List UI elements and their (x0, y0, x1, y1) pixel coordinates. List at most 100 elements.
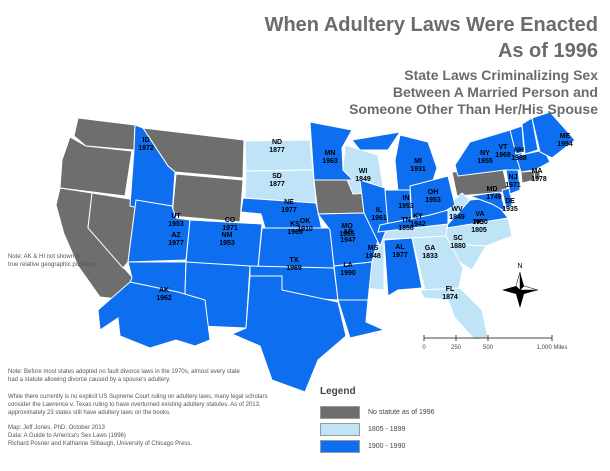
credits: Map: Jeff Jones, PhD, October 2013 Data:… (8, 425, 193, 447)
state-LA (337, 299, 386, 339)
svg-text:1931: 1931 (410, 166, 426, 173)
map-title-line1: When Adultery Laws Were Enacted (264, 14, 598, 36)
label-CO: CO (225, 217, 236, 224)
lawrence-note: While there currently is no explicit US … (8, 394, 268, 416)
state-VT (509, 125, 525, 155)
map-title-line2: As of 1996 (497, 40, 598, 62)
label-ID: ID (143, 137, 150, 144)
legend-item-late: 1900 - 1990 (320, 440, 405, 453)
scale-tick-500: 500 (483, 345, 494, 351)
subtitle-line2: Between A Married Person and (392, 84, 598, 100)
subtitle-line1: State Laws Criminalizing Sex (404, 67, 598, 83)
label-NJ: NJ (509, 174, 518, 181)
svg-text:1877: 1877 (269, 181, 285, 188)
svg-text:1950: 1950 (472, 219, 488, 226)
state-ID (129, 124, 176, 217)
state-WY (171, 173, 244, 223)
state-RI (533, 170, 541, 181)
svg-text:1961: 1961 (371, 215, 387, 222)
label-MO: MO (341, 223, 353, 230)
label-VA: VA (475, 211, 484, 218)
svg-text:1977: 1977 (392, 252, 408, 259)
label-LA: LA (343, 262, 352, 269)
label-GA: GA (425, 245, 436, 252)
state-AL (383, 237, 423, 297)
legend-swatch-early (320, 423, 360, 436)
legend-item-early: 1805 - 1899 (320, 423, 405, 436)
label-UT: UT (171, 213, 181, 220)
label-OH: OH (428, 189, 439, 196)
svg-text:1953: 1953 (425, 197, 441, 204)
label-WI: WI (359, 168, 368, 175)
scale-bar: 0 250 500 1,000 Miles (422, 335, 567, 351)
svg-text:1962: 1962 (156, 295, 172, 302)
svg-text:1910: 1910 (297, 226, 313, 233)
svg-text:1935: 1935 (502, 206, 518, 213)
svg-text:1969: 1969 (287, 229, 303, 236)
scale-tick-0: 0 (422, 345, 426, 351)
legend-swatch-late (320, 440, 360, 453)
label-MS: MS (368, 245, 379, 252)
svg-text:1988: 1988 (511, 155, 527, 162)
state-NH (521, 117, 539, 155)
label-MD: MD (487, 186, 498, 193)
ak-hi-note: Note: AK & HI not shown in true relative… (8, 254, 98, 268)
label-ND: ND (272, 139, 282, 146)
svg-text:1977: 1977 (168, 240, 184, 247)
label-DE: DE (505, 198, 515, 205)
legend-swatch-none (320, 406, 360, 419)
state-NV (87, 192, 137, 269)
svg-text:1833: 1833 (422, 253, 438, 260)
legend-title: Legend (320, 386, 356, 397)
no-statute-states (55, 117, 541, 301)
label-SC: SC (453, 235, 463, 242)
label-KS: KS (290, 221, 300, 228)
svg-text:1953: 1953 (219, 240, 235, 247)
svg-text:1805: 1805 (471, 227, 487, 234)
svg-text:1880: 1880 (450, 243, 466, 250)
label-TX: TX (290, 257, 299, 264)
subtitle-line3: Someone Other Than Her/His Spouse (349, 101, 598, 117)
svg-text:1971: 1971 (222, 225, 238, 232)
label-MA: MA (532, 168, 543, 175)
state-GA (411, 235, 464, 291)
svg-text:1972: 1972 (138, 145, 154, 152)
label-IN: IN (403, 195, 410, 202)
state-AK (97, 281, 211, 349)
svg-text:1971: 1971 (505, 182, 521, 189)
divorce-note: Note: Before most states adopted no faul… (8, 369, 240, 383)
label-MI: MI (414, 158, 422, 165)
svg-text:1858: 1858 (398, 225, 414, 232)
label-NE: NE (284, 199, 294, 206)
label-SD: SD (272, 173, 282, 180)
label-VT: VT (499, 144, 509, 151)
state-KY (377, 209, 449, 233)
label-NY: NY (480, 150, 490, 157)
svg-text:1942: 1942 (410, 221, 426, 228)
label-FL: FL (446, 286, 455, 293)
label-AK: AK (159, 287, 169, 294)
legend-item-none: No statute as of 1996 (320, 406, 435, 419)
svg-text:1877: 1877 (269, 147, 285, 154)
svg-text:1955: 1955 (477, 158, 493, 165)
label-WV: WV (451, 206, 463, 213)
label-MN: MN (325, 150, 336, 157)
late-states (97, 111, 576, 393)
state-labels: ID 1972 ND 1877 SD 1877 MN 1963 WI 1849 … (138, 133, 573, 302)
scale-tick-1000: 1,000 Miles (537, 345, 568, 351)
scale-tick-250: 250 (451, 345, 462, 351)
svg-text:1874: 1874 (442, 294, 458, 301)
compass-north-label: N (517, 263, 522, 270)
state-FL (419, 287, 489, 341)
svg-text:1849: 1849 (449, 214, 465, 221)
label-AL: AL (395, 244, 405, 251)
svg-text:1849: 1849 (355, 176, 371, 183)
state-MN (309, 121, 355, 181)
state-TX (230, 275, 347, 393)
state-AR (333, 261, 373, 301)
label-OK: OK (300, 218, 311, 225)
svg-text:1990: 1990 (340, 270, 356, 277)
compass-rose-icon: N (502, 263, 539, 308)
svg-text:1947: 1947 (340, 237, 356, 244)
